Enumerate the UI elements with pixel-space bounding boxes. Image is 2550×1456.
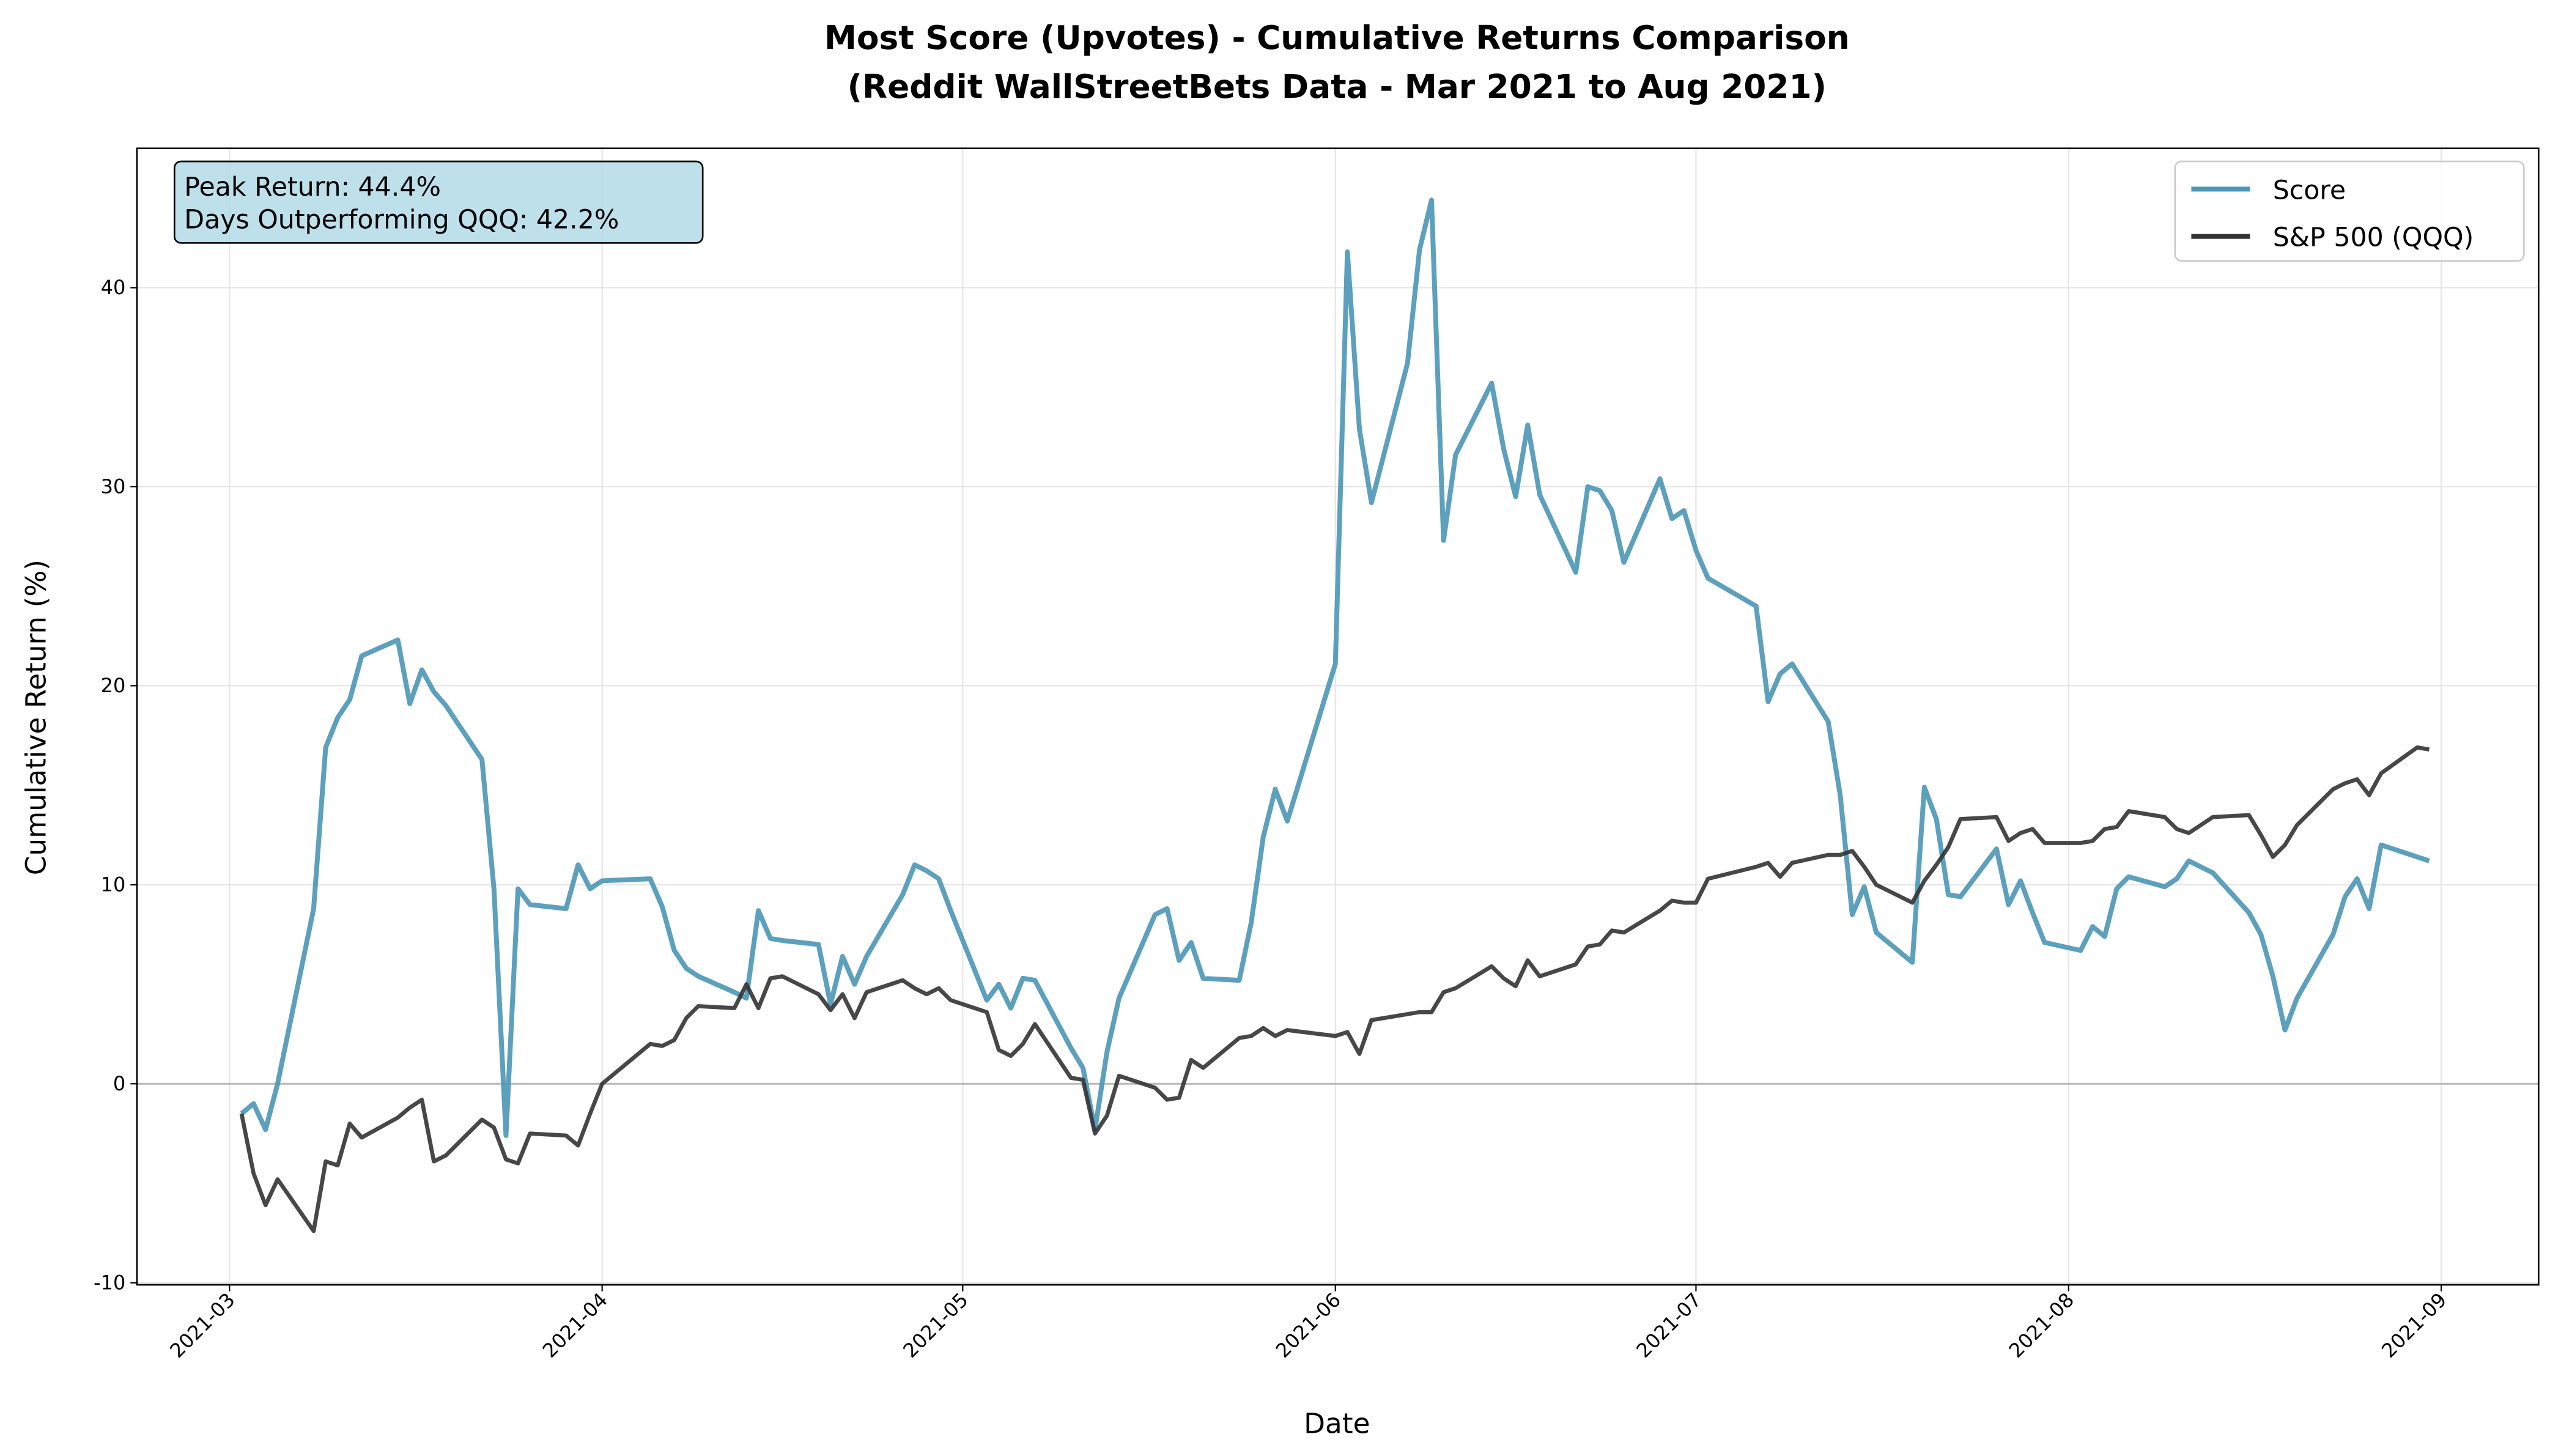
x-tick-label: 2021-09 [2377, 1288, 2451, 1362]
y-tick-label: 20 [101, 674, 126, 697]
y-axis-label: Cumulative Return (%) [20, 560, 53, 875]
y-tick-label: 0 [113, 1072, 125, 1095]
x-tick-label: 2021-04 [538, 1288, 612, 1362]
y-tick-label: 10 [101, 873, 126, 896]
series-line [239, 745, 2430, 1233]
annotation-box [173, 160, 704, 244]
annotation-text: Peak Return: 44.4% [184, 172, 441, 202]
x-axis-label: Date [1304, 1408, 1370, 1440]
y-tick-label: 40 [101, 276, 126, 299]
legend-label: S&P 500 (QQQ) [2273, 223, 2474, 253]
x-tick-label: 2021-08 [2005, 1288, 2079, 1362]
x-tick-label: 2021-07 [1632, 1288, 1706, 1362]
series-line [240, 198, 2430, 1138]
chart-title: Most Score (Upvotes) - Cumulative Return… [824, 19, 1850, 57]
annotation-text: Days Outperforming QQQ: 42.2% [184, 204, 619, 235]
y-tick-label: 30 [101, 475, 126, 498]
legend-label: Score [2273, 175, 2346, 205]
chart-subtitle: (Reddit WallStreetBets Data - Mar 2021 t… [848, 68, 1827, 106]
legend-box [2174, 160, 2525, 262]
x-tick-label: 2021-05 [898, 1288, 972, 1362]
y-tick-label: -10 [94, 1271, 125, 1294]
plot-frame [136, 147, 2540, 1286]
x-tick-label: 2021-06 [1271, 1288, 1345, 1362]
x-tick-label: 2021-03 [165, 1288, 239, 1362]
